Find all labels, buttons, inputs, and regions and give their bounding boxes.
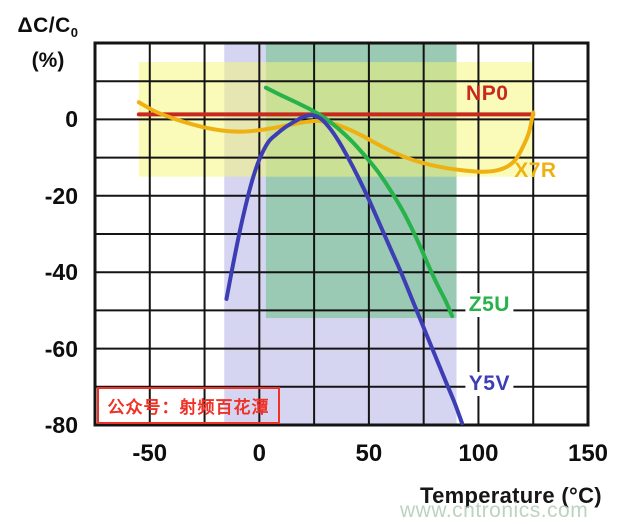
- y-tick-label: 0: [65, 106, 78, 133]
- series-label-np0: NP0: [466, 81, 509, 105]
- series-label-y5v: Y5V: [465, 372, 513, 397]
- x-tick-label: 100: [458, 440, 499, 467]
- y-tick-label: -20: [44, 182, 78, 209]
- y5v-curve: [224, 113, 465, 426]
- x-tick-label: 150: [567, 440, 609, 467]
- y-axis-title-main: ΔC/C0: [6, 14, 90, 40]
- y-axis-title-unit: (%): [31, 49, 65, 73]
- y-axis-title: ΔC/C0 (%): [6, 14, 90, 73]
- x7r-curve: [136, 100, 536, 174]
- series-label-z5u: Z5U: [465, 293, 513, 318]
- y-tick-label: -60: [44, 335, 78, 362]
- z5u-curve: [263, 85, 455, 319]
- y-axis-title-text: ΔC/C: [17, 14, 71, 37]
- y-tick-label: -80: [44, 412, 78, 438]
- x-tick-label: 0: [252, 440, 266, 467]
- x-tick-label: 50: [355, 440, 383, 467]
- y-axis-title-subscript: 0: [70, 25, 79, 41]
- y-tick-label: -40: [44, 259, 78, 286]
- plot-border: [93, 41, 590, 427]
- wechat-stamp-text: 公众号：射频百花潭: [107, 398, 270, 417]
- series-label-x7r: X7R: [514, 158, 557, 182]
- site-watermark: www.cntronics.com: [400, 499, 589, 522]
- x-tick-label: -50: [132, 440, 168, 467]
- wechat-stamp-box: 公众号：射频百花潭: [97, 387, 280, 424]
- x-axis-title: Temperature (°C): [420, 483, 602, 508]
